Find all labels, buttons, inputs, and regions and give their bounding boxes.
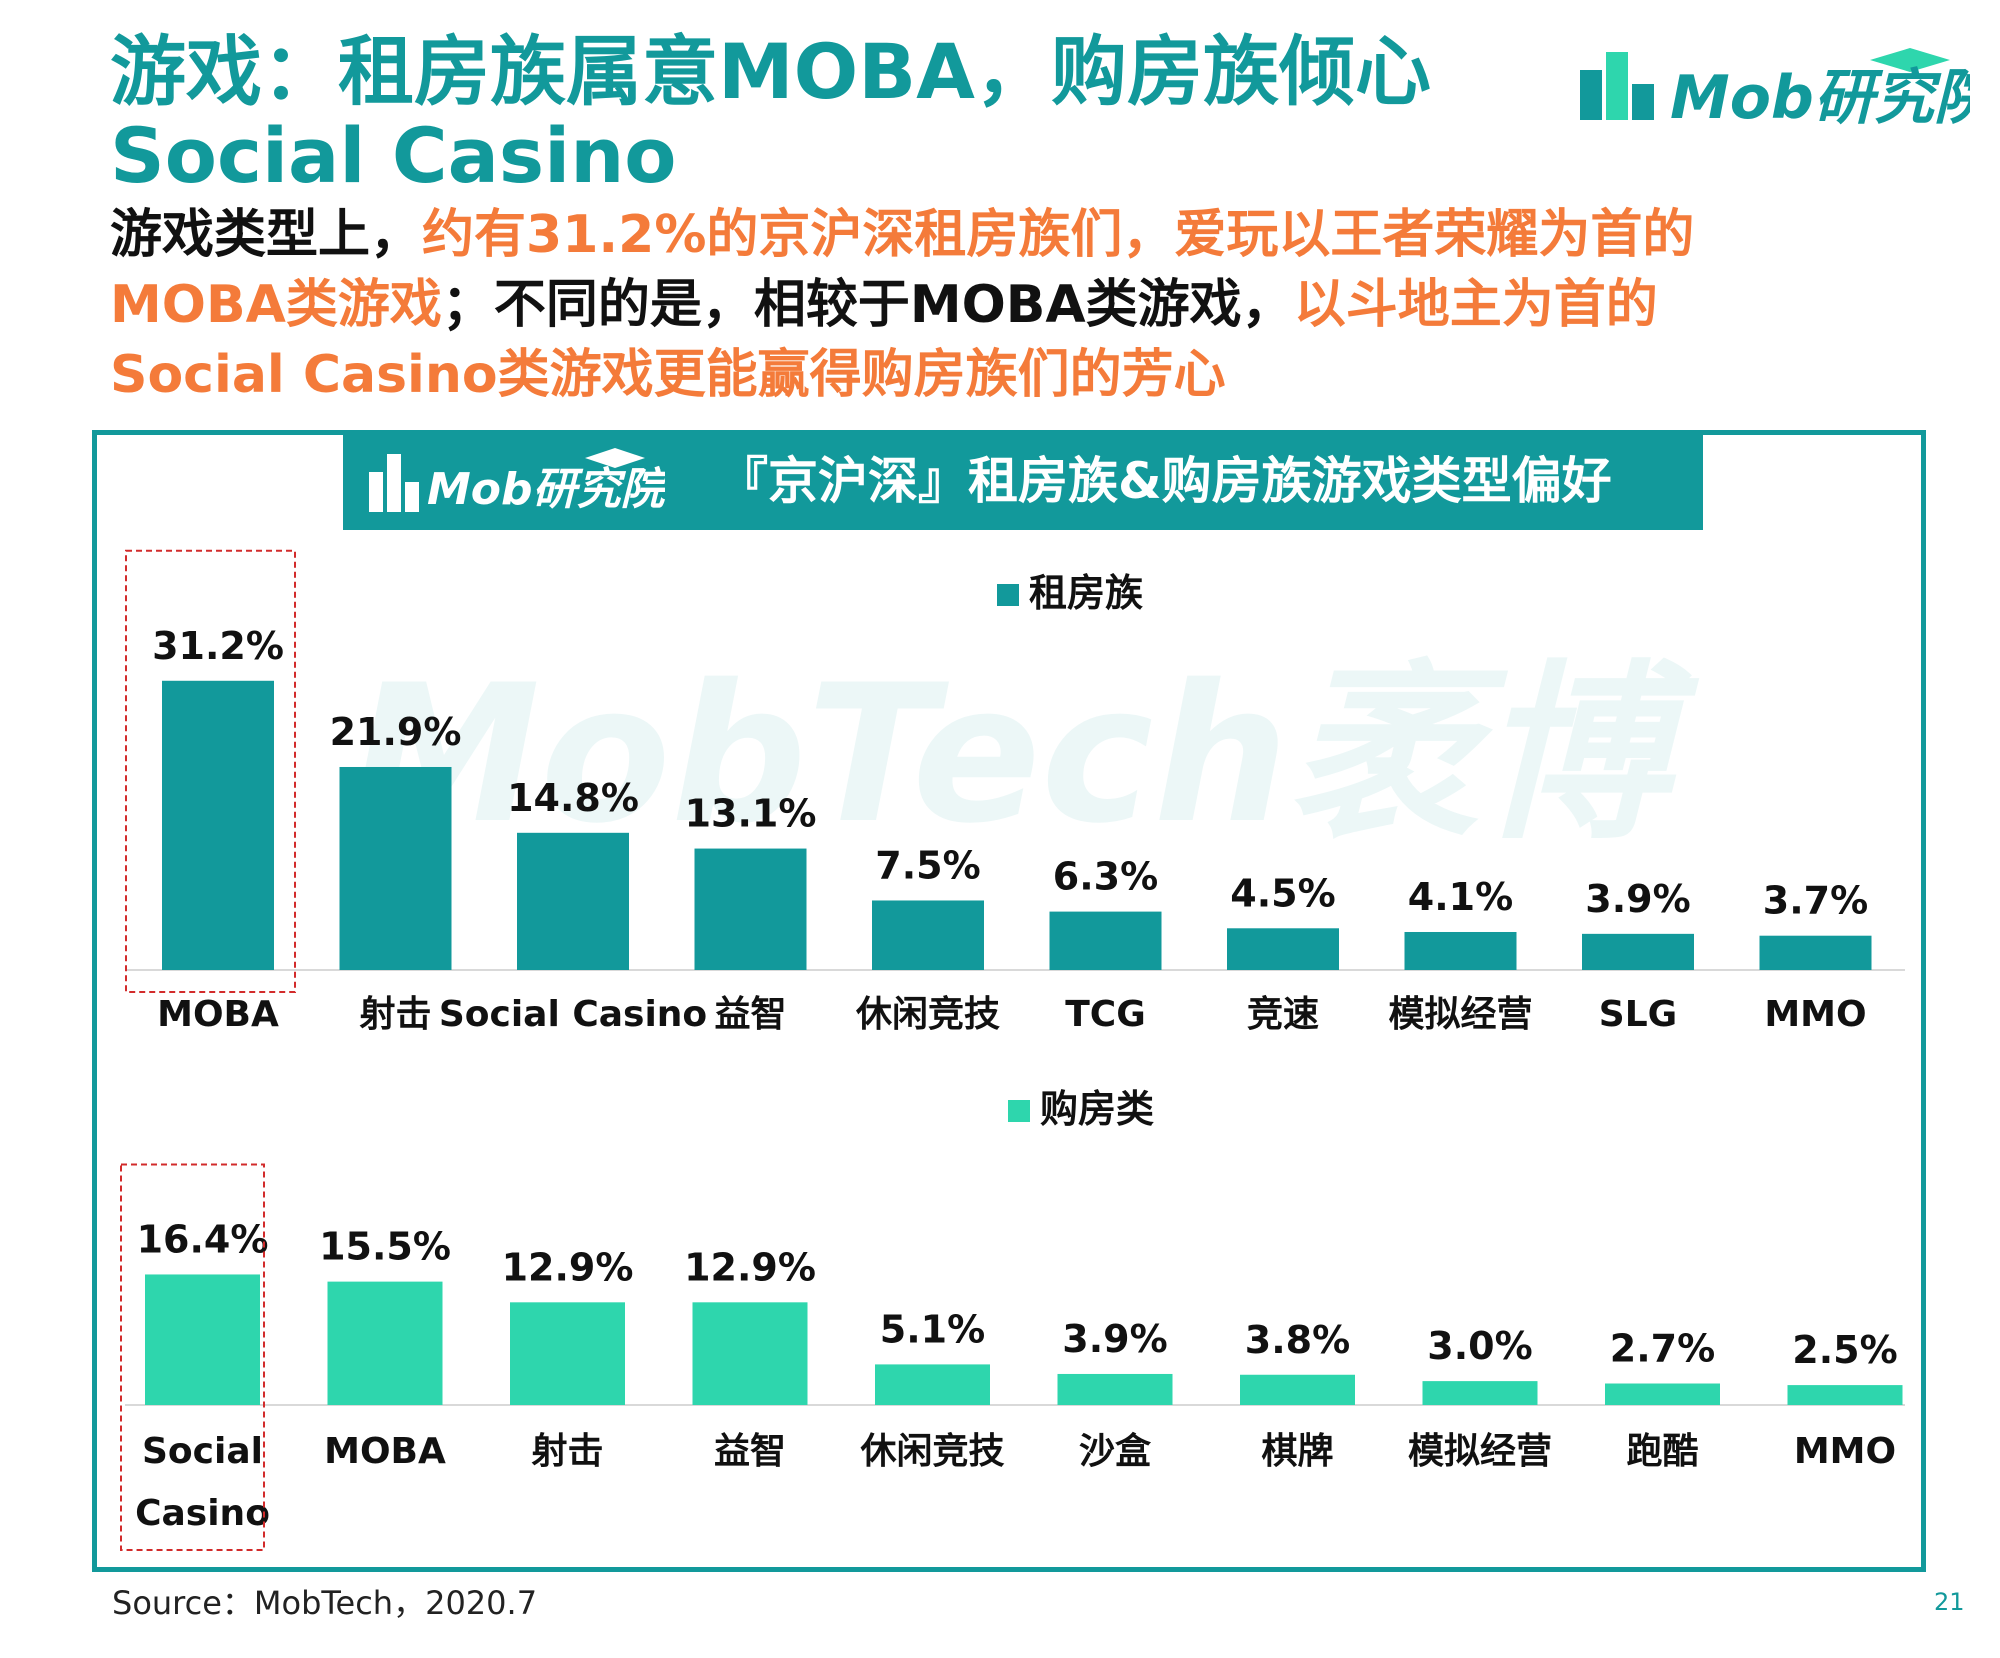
- category-label: MOBA: [324, 1431, 446, 1472]
- category-label: 益智: [714, 1431, 786, 1472]
- data-label: 15.5%: [319, 1225, 451, 1269]
- subtitle: 游戏类型上，约有31.2%的京沪深租房族们，爱玩以王者荣耀为首的MOBA类游戏；…: [110, 200, 1830, 410]
- subtitle-part: ；不同的是，相较于MOBA类游戏，: [441, 275, 1294, 335]
- category-label: 射击: [359, 994, 431, 1035]
- legend-label: 购房类: [1040, 1087, 1154, 1131]
- data-label: 3.9%: [1585, 877, 1690, 921]
- data-label: 12.9%: [502, 1245, 634, 1289]
- category-label: 跑酷: [1626, 1431, 1698, 1472]
- bar: [339, 766, 452, 970]
- data-label: 3.7%: [1763, 879, 1868, 923]
- data-label: 4.5%: [1230, 871, 1335, 915]
- watermark: MobTech袤博: [351, 644, 1699, 865]
- bar: [1605, 1383, 1720, 1405]
- subtitle-part: 以斗地主为首的Social Casino类游戏更能赢得购房族们的芳心: [110, 275, 1658, 405]
- legend-swatch: [997, 584, 1019, 606]
- category-label: 沙盒: [1079, 1431, 1152, 1472]
- mob-panel-logo-text: Mob研究院: [427, 464, 665, 515]
- mob-logo-text: Mob研究院: [1670, 63, 1970, 130]
- mob-panel-logo-icon: Mob研究院: [369, 448, 665, 515]
- category-label: 休闲竞技: [855, 994, 1000, 1035]
- data-label: 4.1%: [1408, 875, 1513, 919]
- legend-label: 租房族: [1029, 571, 1143, 615]
- page-title: 游戏：租房族属意MOBA，购房族倾心Social Casino: [110, 27, 1431, 200]
- mob-logo: Mob研究院: [1580, 40, 2000, 133]
- category-label: 射击: [531, 1431, 603, 1472]
- category-label: Social: [142, 1431, 263, 1472]
- bar: [1227, 928, 1339, 970]
- bar: [875, 1364, 990, 1405]
- data-label: 12.9%: [684, 1245, 816, 1289]
- category-label: TCG: [1065, 994, 1146, 1035]
- page-number: 21: [1934, 1588, 1965, 1616]
- category-label: 棋牌: [1261, 1431, 1333, 1472]
- category-label: MOBA: [157, 994, 279, 1035]
- data-label: 21.9%: [330, 710, 462, 754]
- bar: [694, 848, 807, 970]
- bar: [1787, 1385, 1903, 1405]
- data-label: 5.1%: [880, 1307, 985, 1351]
- data-label: 2.7%: [1610, 1327, 1715, 1371]
- bar: [872, 900, 984, 970]
- bar: [1582, 933, 1694, 970]
- category-label: 休闲竞技: [859, 1431, 1004, 1472]
- category-label: 益智: [714, 994, 786, 1035]
- bar: [1422, 1381, 1538, 1405]
- data-label: 3.8%: [1245, 1318, 1350, 1362]
- category-label: MMO: [1764, 994, 1866, 1035]
- subtitle-part: 约有31.2%的京沪深租房族们，爱玩以王者荣耀为首的MOBA类游戏: [110, 205, 1695, 335]
- bar: [1057, 1373, 1173, 1405]
- bar: [1240, 1374, 1355, 1405]
- bar: [145, 1274, 260, 1405]
- data-label: 7.5%: [875, 843, 980, 887]
- category-label: 模拟经营: [1408, 1431, 1552, 1472]
- bar: [1049, 911, 1162, 970]
- highlight-box: [120, 1163, 265, 1552]
- bar: [1404, 931, 1517, 970]
- category-label: Casino: [135, 1493, 270, 1534]
- data-label: 16.4%: [137, 1217, 269, 1261]
- data-label: 3.0%: [1427, 1324, 1532, 1368]
- data-label: 3.9%: [1062, 1317, 1167, 1361]
- category-label: SLG: [1599, 994, 1677, 1035]
- data-label: 13.1%: [685, 792, 817, 836]
- legend-swatch: [1008, 1100, 1030, 1122]
- bar: [510, 1302, 625, 1405]
- category-label: 模拟经营: [1388, 994, 1532, 1035]
- panel-title: 『京沪深』租房族&购房族游戏类型偏好: [718, 452, 1612, 510]
- bar: [692, 1302, 808, 1405]
- mob-logo-icon: Mob研究院: [1580, 48, 2000, 133]
- highlight-box: [125, 549, 296, 993]
- bar: [517, 832, 629, 970]
- source-note: Source：MobTech，2020.7: [112, 1584, 538, 1622]
- data-label: 2.5%: [1792, 1328, 1897, 1372]
- bar: [1759, 935, 1872, 970]
- data-label: 31.2%: [152, 624, 284, 668]
- data-label: 6.3%: [1053, 855, 1158, 899]
- bar: [162, 680, 274, 970]
- category-label: 竞速: [1247, 994, 1319, 1035]
- data-label: 14.8%: [507, 776, 639, 820]
- panel-header: Mob研究院 『京沪深』租房族&购房族游戏类型偏好: [343, 432, 1703, 530]
- category-label: MMO: [1794, 1431, 1896, 1472]
- subtitle-part: 游戏类型上，: [110, 205, 423, 265]
- bar: [327, 1281, 443, 1405]
- category-label: Social Casino: [439, 994, 707, 1035]
